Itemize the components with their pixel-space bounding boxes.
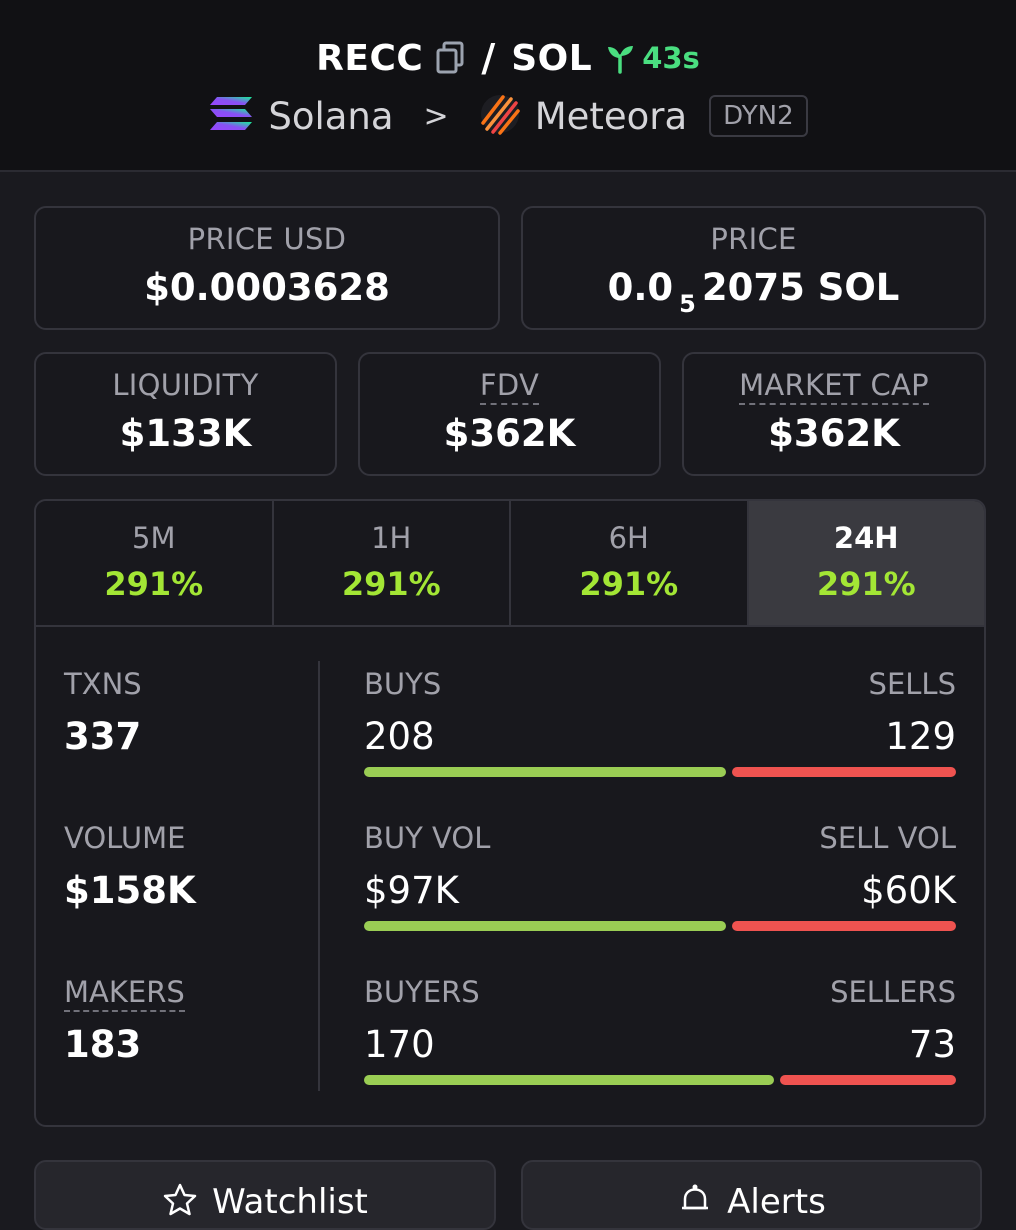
sells-label: SELLS — [868, 667, 956, 701]
volume-label: VOLUME — [64, 821, 186, 855]
tab-5m[interactable]: 5M 291% — [36, 501, 274, 625]
tab-5m-label: 5M — [132, 521, 176, 555]
base-token-symbol: RECC — [316, 37, 424, 79]
fdv-label[interactable]: FDV — [479, 368, 540, 405]
makers-label[interactable]: MAKERS — [64, 975, 185, 1012]
watchlist-button[interactable]: Watchlist — [34, 1160, 496, 1230]
price-native-digits: 2075 SOL — [701, 266, 900, 309]
pair-age: 43s — [604, 41, 700, 75]
stats-panel: 5M 291% 1H 291% 6H 291% 24H 291% TXNS 33… — [34, 499, 986, 1127]
price-native-zero-count: 5 — [679, 290, 696, 318]
pair-header: RECC / SOL 43s — [0, 0, 1016, 172]
stats-divider — [318, 661, 320, 1091]
fdv-card: FDV $362K — [358, 352, 661, 476]
tab-6h[interactable]: 6H 291% — [511, 501, 749, 625]
tab-5m-change: 291% — [104, 565, 204, 603]
sell-vol-label: SELL VOL — [819, 821, 956, 855]
buys-value: 208 — [364, 715, 435, 758]
liquidity-value: $133K — [119, 412, 252, 455]
tab-24h-change: 291% — [816, 565, 916, 603]
market-cap-value: $362K — [768, 412, 900, 455]
buyers-sellers-row: BUYERS SELLERS 170 73 — [364, 957, 956, 1087]
price-native-prefix: 0.0 — [607, 266, 674, 309]
buy-sell-volume-row: BUY VOL SELL VOL $97K $60K — [364, 803, 956, 933]
copy-icon[interactable] — [435, 41, 465, 75]
makers-value: 183 — [64, 1023, 142, 1066]
quote-token-symbol: SOL — [511, 37, 593, 79]
buys-label: BUYS — [364, 667, 442, 701]
buyers-sellers-bar — [364, 1075, 956, 1085]
tab-1h[interactable]: 1H 291% — [274, 501, 511, 625]
star-icon — [163, 1183, 197, 1216]
tab-1h-label: 1H — [371, 521, 412, 555]
txns-label: TXNS — [64, 667, 142, 701]
tab-24h[interactable]: 24H 291% — [748, 501, 984, 625]
chevron-right-icon: > — [423, 98, 449, 134]
sellers-label: SELLERS — [830, 975, 956, 1009]
alerts-label: Alerts — [727, 1182, 826, 1222]
liquidity-card: LIQUIDITY $133K — [34, 352, 337, 476]
sells-value: 129 — [885, 715, 956, 758]
tab-6h-change: 291% — [579, 565, 679, 603]
timeframe-tabs: 5M 291% 1H 291% 6H 291% 24H 291% — [36, 501, 984, 627]
price-native-label: PRICE — [710, 222, 797, 256]
sells-bar-fill — [732, 767, 956, 777]
pair-age-text: 43s — [642, 41, 700, 75]
solana-logo-icon — [208, 95, 254, 137]
buyers-bar-fill — [364, 1075, 774, 1085]
liquidity-label: LIQUIDITY — [112, 368, 259, 402]
buy-vol-label: BUY VOL — [364, 821, 491, 855]
price-native-value: 0.0 5 2075 SOL — [523, 266, 984, 318]
sellers-value: 73 — [908, 1023, 956, 1066]
dex-link[interactable]: Meteora — [534, 94, 688, 138]
market-cap-label[interactable]: MARKET CAP — [739, 368, 929, 405]
chain-link[interactable]: Solana — [268, 94, 394, 138]
price-native-card: PRICE 0.0 5 2075 SOL — [521, 206, 986, 330]
tab-6h-label: 6H — [608, 521, 649, 555]
tab-1h-change: 291% — [341, 565, 441, 603]
buyers-label: BUYERS — [364, 975, 480, 1009]
buy-sell-column: BUYS SELLS 208 129 BUY VOL SELL VOL $97K… — [364, 625, 956, 1125]
buy-sell-volume-bar — [364, 921, 956, 931]
buys-bar-fill — [364, 767, 726, 777]
totals-column: TXNS 337 VOLUME $158K MAKERS 183 — [64, 625, 314, 1125]
sellers-bar-fill — [780, 1075, 956, 1085]
watchlist-label: Watchlist — [212, 1182, 368, 1222]
price-usd-value: $0.0003628 — [144, 266, 390, 309]
market-cap-card: MARKET CAP $362K — [682, 352, 986, 476]
pair-title-row: RECC / SOL 43s — [0, 30, 1016, 86]
buys-sells-bar — [364, 767, 956, 777]
chain-dex-row: Solana > Meteora DYN2 — [0, 88, 1016, 144]
price-usd-card: PRICE USD $0.0003628 — [34, 206, 500, 330]
seedling-icon — [608, 46, 634, 74]
price-usd-label: PRICE USD — [187, 222, 347, 256]
meteora-logo-icon — [479, 93, 521, 139]
volume-value: $158K — [64, 869, 196, 912]
buys-sells-row: BUYS SELLS 208 129 — [364, 649, 956, 779]
sell-vol-bar-fill — [732, 921, 956, 931]
sell-vol-value: $60K — [861, 869, 956, 912]
buy-vol-value: $97K — [364, 869, 459, 912]
tab-24h-label: 24H — [833, 521, 899, 555]
buy-vol-bar-fill — [364, 921, 726, 931]
alerts-button[interactable]: Alerts — [521, 1160, 982, 1230]
pair-separator: / — [481, 36, 496, 80]
fdv-value: $362K — [443, 412, 576, 455]
bell-icon — [682, 1184, 709, 1210]
buyers-value: 170 — [364, 1023, 435, 1066]
pool-type-badge: DYN2 — [709, 95, 808, 137]
txns-value: 337 — [64, 715, 142, 758]
